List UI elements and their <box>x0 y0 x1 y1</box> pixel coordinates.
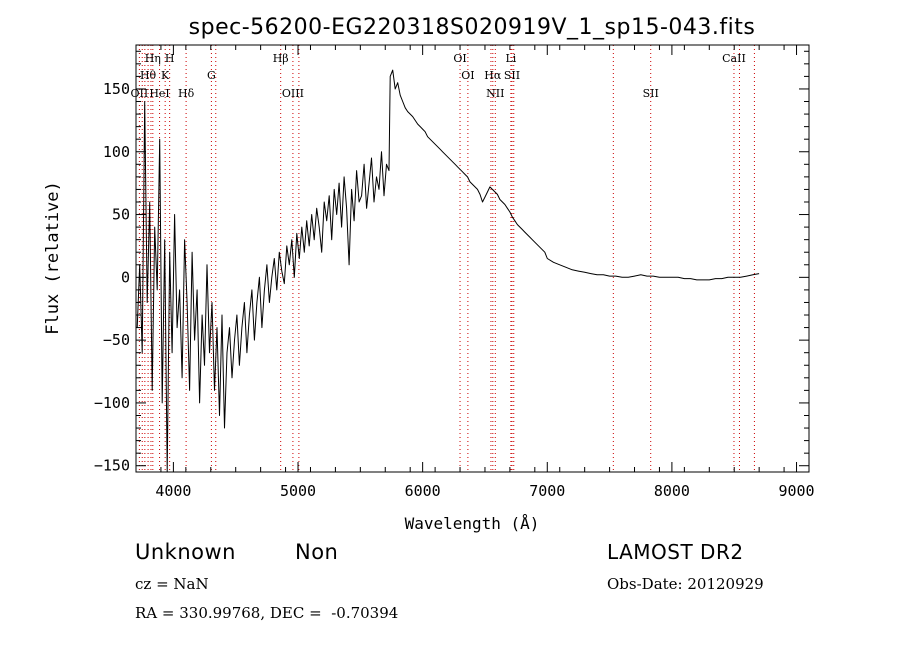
y-axis: −150 −100 −50 0 50 100 150 <box>94 50 809 475</box>
x-tick-label: 4000 <box>155 482 191 500</box>
marker-label: G <box>207 69 216 82</box>
marker-label: OII <box>131 87 149 100</box>
marker-label: HeI <box>149 87 169 100</box>
coordinates-label: RA = 330.99768, DEC = -0.70394 <box>135 604 399 622</box>
y-tick-label: 100 <box>103 143 130 161</box>
marker-label: Hη <box>145 52 161 65</box>
class-label: Unknown <box>135 540 236 564</box>
x-axis: 4000 5000 6000 7000 8000 9000 <box>135 45 815 500</box>
y-tick-label: −50 <box>103 331 130 349</box>
y-tick-label: −100 <box>94 394 130 412</box>
marker-label: NII <box>486 87 504 100</box>
marker-label: OI <box>461 69 474 82</box>
marker-label: Hβ <box>273 52 289 65</box>
marker-label: Hα <box>484 69 502 82</box>
x-tick-label: 6000 <box>405 482 441 500</box>
x-tick-label: 5000 <box>280 482 316 500</box>
marker-label: OIII <box>282 87 304 100</box>
marker-label: SII <box>643 87 659 100</box>
marker-label: OI <box>453 52 466 65</box>
y-tick-label: 0 <box>121 268 130 286</box>
x-tick-label: 7000 <box>529 482 565 500</box>
x-tick-label: 8000 <box>654 482 690 500</box>
survey-label: LAMOST DR2 <box>607 540 744 564</box>
x-tick-label: 9000 <box>778 482 814 500</box>
y-tick-label: 150 <box>103 80 130 98</box>
y-tick-label: −150 <box>94 457 130 475</box>
subclass-label: Non <box>295 540 339 564</box>
marker-label: Li <box>505 52 516 65</box>
marker-label: Hθ <box>140 69 157 82</box>
spectrum-line <box>136 69 760 473</box>
obs-date-label: Obs-Date: 20120929 <box>607 575 764 593</box>
marker-label: K <box>161 69 170 82</box>
marker-label: CaII <box>722 52 746 65</box>
marker-label: Hδ <box>178 87 195 100</box>
marker-label: SII <box>504 69 520 82</box>
chart-title: spec-56200-EG220318S020919V_1_sp15-043.f… <box>189 15 756 40</box>
plot-frame <box>135 44 810 473</box>
redshift-label: cz = NaN <box>135 575 209 593</box>
y-axis-label: Flux (relative) <box>43 181 63 335</box>
x-axis-label: Wavelength (Å) <box>405 514 540 533</box>
spectrum-series <box>136 69 760 473</box>
marker-label: H <box>165 52 175 65</box>
y-tick-label: 50 <box>112 206 130 224</box>
